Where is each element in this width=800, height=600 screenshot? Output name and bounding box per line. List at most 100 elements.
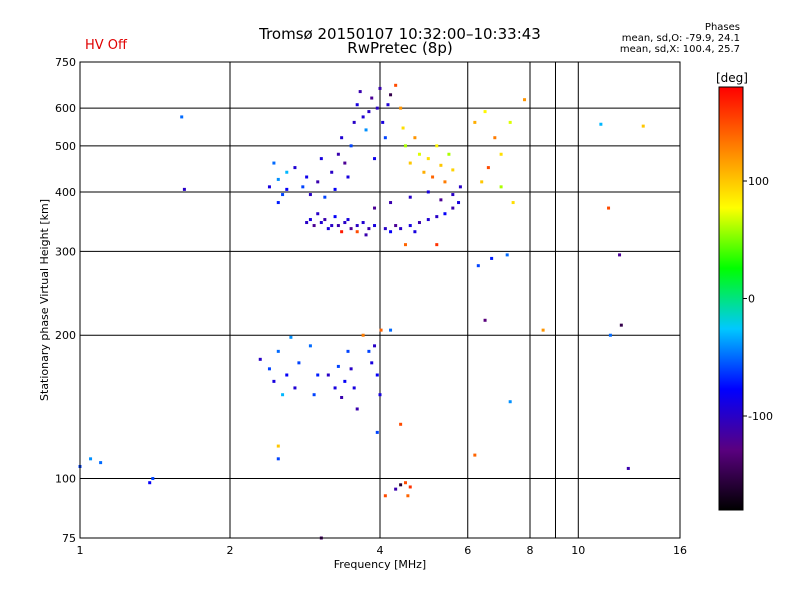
grid-lines: [80, 62, 680, 538]
data-point: [435, 215, 439, 219]
x-tick-label: 16: [673, 544, 687, 557]
data-point: [305, 221, 309, 225]
data-point: [599, 122, 603, 126]
data-point: [364, 233, 368, 237]
data-point: [308, 193, 312, 197]
phases-x-stats: mean, sd,X: 100.4, 25.7: [619, 44, 740, 55]
data-point: [381, 120, 385, 124]
plot-frame: [79, 61, 681, 539]
data-point: [319, 157, 323, 161]
y-tick-label: 200: [55, 329, 76, 342]
data-point: [343, 379, 347, 383]
colorbar-gradient: [718, 86, 744, 511]
data-point: [608, 333, 612, 337]
data-point: [394, 487, 398, 491]
x-tick-labels: 1 2 4 6 8 10 16: [77, 544, 688, 557]
data-point: [258, 357, 262, 361]
data-point: [340, 230, 344, 234]
data-point: [375, 430, 379, 434]
data-point: [394, 83, 398, 87]
data-point: [480, 180, 484, 184]
data-point: [435, 243, 439, 247]
data-point: [361, 221, 365, 225]
data-point: [379, 328, 383, 332]
data-point: [330, 170, 334, 174]
data-point: [358, 90, 362, 94]
data-point: [373, 206, 377, 210]
phases-o-stats: mean, sd,O: -79.9, 24.1: [621, 33, 740, 44]
data-point: [417, 152, 421, 156]
data-point: [389, 93, 393, 97]
x-tick-label: 2: [227, 544, 234, 557]
data-point: [394, 224, 398, 228]
data-point: [383, 494, 387, 498]
data-point: [272, 161, 276, 165]
data-point: [364, 128, 368, 132]
data-point: [619, 323, 623, 327]
data-point: [408, 161, 412, 165]
data-point: [431, 175, 435, 179]
data-point: [297, 361, 301, 365]
data-point: [361, 333, 365, 337]
data-point: [340, 395, 344, 399]
data-point: [326, 227, 330, 231]
data-point: [476, 264, 480, 268]
data-point: [301, 185, 305, 189]
data-point: [408, 485, 412, 489]
x-tick-label: 8: [527, 544, 534, 557]
data-point: [451, 193, 455, 197]
data-point: [401, 126, 405, 130]
data-point: [607, 206, 611, 210]
data-point: [336, 364, 340, 368]
y-tick-label: 600: [55, 102, 76, 115]
data-point: [333, 187, 337, 191]
y-tick-label: 300: [55, 245, 76, 258]
data-point: [426, 190, 430, 194]
data-point: [413, 230, 417, 234]
data-point: [343, 221, 347, 225]
data-point: [267, 367, 271, 371]
data-point: [293, 386, 297, 390]
y-tick-label: 100: [55, 473, 76, 486]
data-point: [399, 422, 403, 426]
data-point: [473, 120, 477, 124]
data-point: [361, 115, 365, 119]
data-point: [319, 221, 323, 225]
data-point: [267, 185, 271, 189]
data-point: [383, 227, 387, 231]
data-point: [473, 453, 477, 457]
data-point: [281, 393, 285, 397]
colorbar-tick-label: 0: [748, 293, 755, 306]
data-point: [422, 170, 426, 174]
data-point: [276, 457, 280, 461]
data-point: [349, 367, 353, 371]
data-point: [499, 152, 503, 156]
data-point: [458, 185, 462, 189]
data-point: [355, 103, 359, 107]
data-point: [312, 224, 316, 228]
data-point: [403, 481, 407, 485]
y-tick-label: 500: [55, 140, 76, 153]
data-point: [373, 157, 377, 161]
y-tick-label: 750: [55, 56, 76, 69]
data-point: [408, 195, 412, 199]
data-point: [289, 335, 293, 339]
data-point: [383, 136, 387, 140]
data-point: [349, 227, 353, 231]
data-point: [375, 373, 379, 377]
data-point: [483, 318, 487, 322]
data-point: [378, 393, 382, 397]
data-point: [499, 185, 503, 189]
data-point: [417, 221, 421, 225]
y-tick-label: 75: [62, 532, 76, 545]
data-point: [373, 224, 377, 228]
data-point: [370, 96, 374, 100]
data-point: [439, 198, 443, 202]
colorbar-tick-label: 100: [748, 175, 769, 188]
data-point: [276, 201, 280, 205]
data-point: [272, 379, 276, 383]
data-point: [451, 206, 455, 210]
data-point: [367, 110, 371, 114]
data-point: [443, 212, 447, 216]
